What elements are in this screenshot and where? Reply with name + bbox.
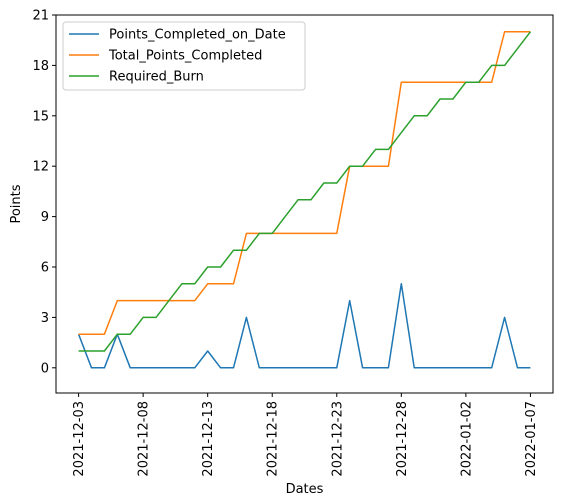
x-tick-label: 2021-12-08 bbox=[137, 401, 152, 477]
y-tick-label: 3 bbox=[41, 311, 49, 326]
y-tick-label: 15 bbox=[32, 109, 49, 124]
x-tick-label: 2021-12-03 bbox=[72, 401, 87, 477]
legend-label-2: Required_Burn bbox=[109, 70, 204, 85]
y-axis: 0 3 6 9 12 15 18 21 bbox=[32, 9, 56, 376]
legend-label-1: Total_Points_Completed bbox=[108, 49, 262, 64]
x-tick-label: 2021-12-28 bbox=[395, 401, 410, 477]
legend-frame bbox=[62, 21, 306, 91]
legend-label-0: Points_Completed_on_Date bbox=[109, 28, 286, 43]
y-tick-label: 21 bbox=[32, 9, 49, 24]
y-tick-label: 0 bbox=[41, 361, 49, 376]
x-tick-label: 2022-01-07 bbox=[524, 401, 539, 477]
y-tick-label: 12 bbox=[32, 160, 49, 175]
series-line-2 bbox=[78, 31, 532, 352]
x-tick-label: 2021-12-23 bbox=[330, 401, 345, 477]
plot-frame bbox=[55, 14, 554, 394]
plot-lines bbox=[77, 31, 532, 369]
series-line-1 bbox=[78, 31, 531, 335]
x-axis: 2021-12-03 2021-12-08 2021-12-13 2021-12-18… bbox=[72, 393, 539, 477]
y-axis-label: Points bbox=[9, 184, 24, 223]
x-tick-label: 2022-01-02 bbox=[459, 401, 474, 477]
series-line-0 bbox=[77, 283, 531, 369]
x-tick-label: 2021-12-13 bbox=[201, 401, 216, 477]
y-tick-label: 6 bbox=[41, 261, 49, 276]
y-tick-label: 9 bbox=[41, 210, 49, 225]
legend: Points_Completed_on_Date Total_Points_Com… bbox=[62, 21, 306, 91]
y-tick-label: 18 bbox=[32, 59, 49, 74]
x-axis-label: Dates bbox=[286, 482, 324, 497]
x-tick-label: 2021-12-18 bbox=[266, 401, 281, 477]
